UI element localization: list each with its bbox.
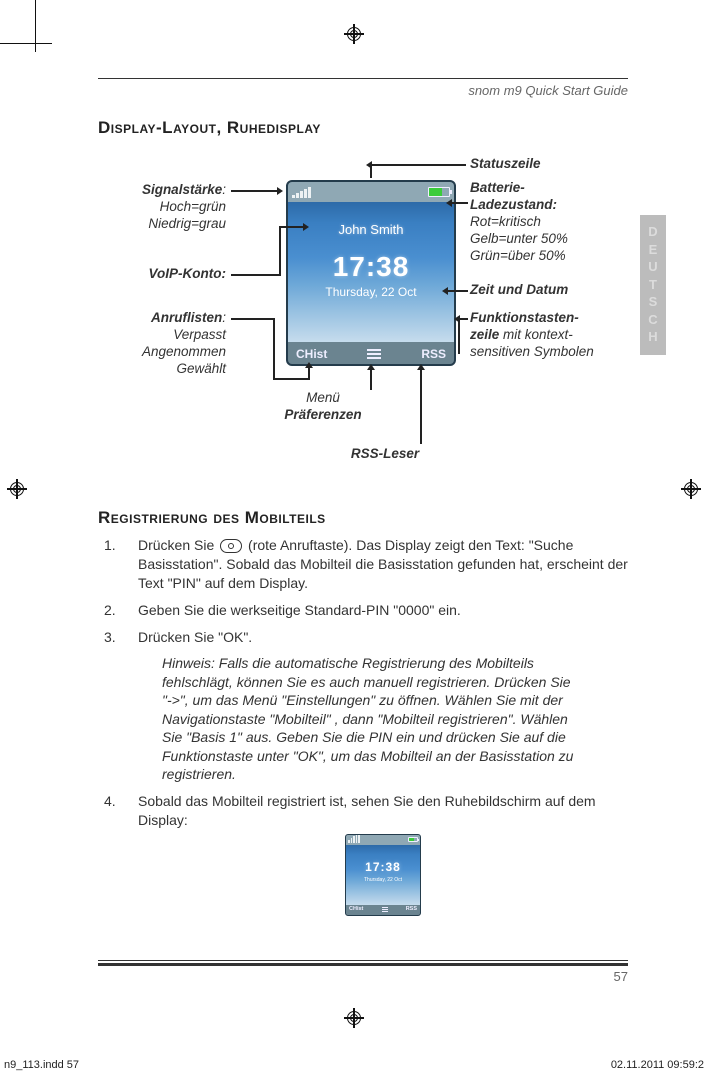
registration-mark [344,1008,364,1028]
lang-letter: C [640,311,666,329]
battery-icon [428,187,450,197]
callout-line [370,164,466,166]
label-rss: RSS-Leser [330,446,440,463]
phone-time: 17:38 [288,251,454,283]
label-menu: Menü Präferenzen [268,390,378,424]
step-text: Drücken Sie [138,537,218,553]
callout-line [420,368,422,444]
step-text: Sobald das Mobilteil registriert ist, se… [138,793,596,828]
label-voip: VoIP-Konto: [94,266,226,283]
label-signal: Signalstärke: Hoch=grün Niedrig=grau [94,182,226,233]
hangup-icon [220,539,242,553]
step-4: Sobald das Mobilteil registriert ist, se… [98,792,628,916]
phone-date: Thursday, 22 Oct [346,877,420,884]
registration-note: Hinweis: Falls die automatische Registri… [162,654,628,783]
phone-time: 17:38 [346,859,420,875]
section-title-registration: Registrierung des Mobilteils [98,508,628,528]
header-title: snom m9 Quick Start Guide [98,83,628,98]
section-title-display: Display-Layout, Ruhedisplay [98,118,628,138]
signal-bars-icon [348,837,360,843]
phone-status-bar [288,182,454,202]
step-3: Drücken Sie "OK". [98,628,628,647]
label-calllists: Anruflisten: Verpasst Angenommen Gewählt [94,310,226,378]
callout-line [279,226,281,276]
print-timestamp: 02.11.2011 09:59:2 [611,1059,704,1071]
crop-mark [35,0,36,52]
callout-line [273,378,308,380]
header-rule [98,78,628,79]
registration-steps-cont: Sobald das Mobilteil registriert ist, se… [98,792,628,916]
callout-line [231,190,279,192]
label-softkeys: Funktionstasten- zeile mit kontext- sens… [470,310,640,361]
phone-display: John Smith 17:38 Thursday, 22 Oct CHist … [286,180,456,366]
callout-line [458,318,460,354]
callout-line [446,290,468,292]
page-number: 57 [98,969,628,984]
display-diagram: Signalstärke: Hoch=grün Niedrig=grau VoI… [98,152,628,482]
softkey-right: RSS [421,347,446,361]
page-footer: 57 [98,960,628,984]
menu-icon [382,907,388,912]
lang-letter: U [640,258,666,276]
lang-letter: H [640,328,666,346]
registration-mark [681,479,701,499]
step-2: Geben Sie die werkseitige Standard-PIN "… [98,601,628,620]
phone-username [346,845,420,853]
softkey-left: CHist [349,906,363,913]
phone-date: Thursday, 22 Oct [288,285,454,299]
callout-line [279,226,305,228]
phone-username: John Smith [288,202,454,237]
lang-letter: E [640,241,666,259]
lang-letter: S [640,293,666,311]
phone-body: John Smith 17:38 Thursday, 22 Oct [288,202,454,342]
battery-icon [408,837,418,842]
label-status: Statuszeile [470,156,630,173]
registration-mark [7,479,27,499]
menu-icon [367,349,381,359]
registration-steps: Drücken Sie (rote Anruftaste). Das Displ… [98,536,628,646]
print-filename: n9_113.indd 57 [4,1059,79,1071]
callout-line [458,318,468,320]
signal-bars-icon [292,186,311,198]
callout-line [450,202,468,204]
language-tab: D E U T S C H [640,215,666,355]
lang-letter: T [640,276,666,294]
softkey-left: CHist [296,347,327,361]
label-datetime: Zeit und Datum [470,282,630,299]
callout-line [273,318,275,378]
registration-mark [344,24,364,44]
lang-letter: D [640,223,666,241]
phone-display-small: 17:38 Thursday, 22 Oct CHist RSS [345,834,421,916]
callout-line [231,318,273,320]
callout-line [370,368,372,390]
callout-line [308,366,310,380]
callout-line [231,274,279,276]
softkey-right: RSS [406,906,417,913]
label-battery: Batterie- Ladezustand: Rot=kritisch Gelb… [470,180,632,264]
callout-line [370,164,372,178]
crop-mark [0,43,52,44]
step-1: Drücken Sie (rote Anruftaste). Das Displ… [98,536,628,593]
